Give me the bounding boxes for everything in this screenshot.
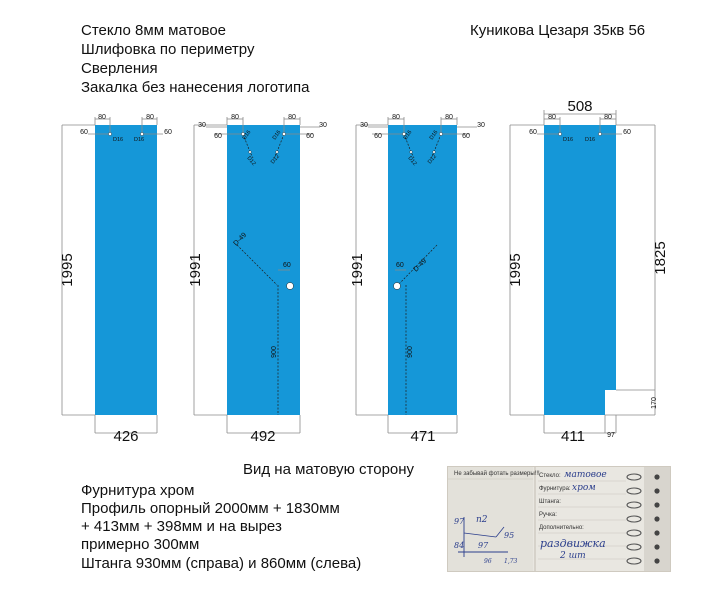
handle-hole-icon	[286, 282, 294, 290]
photo-sketch-97b: 97	[478, 541, 489, 550]
svg-text:60: 60	[529, 129, 537, 136]
svg-text:80: 80	[231, 114, 239, 121]
panel-2-width: 492	[250, 428, 275, 445]
glass-panel-4	[544, 125, 616, 415]
photo-value-fittings: хром	[572, 483, 596, 493]
panel-3-width: 471	[410, 428, 435, 445]
photo-sketch-173: 1,73	[504, 558, 518, 565]
hardware-line-4: примерно 300мм	[81, 536, 200, 553]
photo-sketch-96: 96	[484, 558, 492, 565]
svg-text:80: 80	[98, 114, 106, 121]
panel-3-height: 1991	[349, 253, 366, 286]
note-tempering: Закалка без нанесения логотипа	[81, 79, 310, 96]
svg-text:D16: D16	[429, 129, 440, 141]
panel-1-width: 426	[113, 428, 138, 445]
photo-row-extra: Дополнительно:	[539, 525, 584, 531]
svg-text:80: 80	[392, 114, 400, 121]
note-glass: Стекло 8мм матовое	[81, 22, 227, 39]
panel-2: 1991 492 30 80 80 30 60 60 D16 D16 D12 D…	[187, 114, 327, 445]
svg-text:D12: D12	[427, 154, 438, 166]
svg-text:60: 60	[283, 262, 291, 269]
svg-text:D12: D12	[245, 155, 256, 167]
photo-sketch-84: 84	[454, 541, 465, 550]
svg-text:30: 30	[319, 122, 327, 129]
photo-sketch-95: 95	[504, 531, 515, 540]
panel-1-height: 1995	[59, 253, 76, 286]
photo-row-glass: Стекло:	[539, 473, 561, 479]
svg-text:D16: D16	[113, 137, 123, 143]
svg-text:D16: D16	[134, 137, 144, 143]
panel-1: 1995 426 80 80 60 60 D16 D16	[59, 114, 172, 445]
svg-text:D16: D16	[272, 129, 283, 141]
svg-text:30: 30	[198, 122, 206, 129]
svg-text:D12: D12	[406, 155, 417, 167]
photo-extra-qty: 2 шт	[560, 551, 586, 561]
note-address: Куникова Цезаря 35кв 56	[470, 22, 646, 39]
photo-row-handle: Ручка:	[539, 512, 557, 518]
svg-text:80: 80	[604, 114, 612, 121]
svg-text:900: 900	[271, 346, 278, 358]
hardware-line-2: Профиль опорный 2000мм + 1830мм	[81, 500, 340, 517]
hardware-line-1: Фурнитура хром	[81, 482, 195, 499]
glass-panel-1	[95, 125, 157, 415]
svg-text:80: 80	[146, 114, 154, 121]
panel-4-top-width: 508	[567, 98, 592, 115]
svg-text:60: 60	[396, 262, 404, 269]
panel-4-cut-width: 97	[607, 432, 615, 439]
svg-text:D16: D16	[585, 137, 595, 143]
notebook-lines	[448, 467, 670, 571]
svg-text:60: 60	[164, 129, 172, 136]
svg-text:60: 60	[214, 133, 222, 140]
svg-text:80: 80	[548, 114, 556, 121]
panel-4-right-height: 1825	[652, 241, 669, 274]
svg-text:60: 60	[462, 133, 470, 140]
photo-title: Не забывай фотать размеры!!!	[454, 471, 540, 477]
panel-4-height: 1995	[507, 253, 524, 286]
svg-text:D16: D16	[403, 129, 414, 141]
note-drilling: Сверления	[81, 60, 158, 77]
panel-4: 508 1995 1825 411 80 80 60 60 D16 D16 17…	[507, 98, 669, 445]
panel-4-cut-height: 170	[651, 397, 658, 409]
note-grinding: Шлифовка по периметру	[81, 41, 255, 58]
photo-row-rod: Штанга:	[539, 499, 561, 505]
photo-value-glass: матовое	[564, 470, 607, 480]
panel-3: 1991 471 30 80 80 30 60 60 D16 D16 D12 D…	[349, 114, 485, 445]
hardware-line-3: + 413мм + 398мм и на вырез	[81, 518, 282, 535]
svg-text:60: 60	[80, 129, 88, 136]
handle-hole-icon	[393, 282, 401, 290]
svg-text:30: 30	[477, 122, 485, 129]
photo-row-fittings: Фурнитура:	[539, 486, 571, 492]
svg-text:D16: D16	[563, 137, 573, 143]
svg-text:60: 60	[374, 133, 382, 140]
svg-text:60: 60	[306, 133, 314, 140]
svg-text:30: 30	[360, 122, 368, 129]
svg-text:60: 60	[623, 129, 631, 136]
photo-sketch-97: 97	[454, 517, 465, 526]
svg-text:80: 80	[288, 114, 296, 121]
svg-text:D12: D12	[270, 154, 281, 166]
hardware-line-5: Штанга 930мм (справа) и 860мм (слева)	[81, 555, 362, 572]
panel-4-width: 411	[561, 428, 585, 445]
view-label: Вид на матовую сторону	[243, 461, 415, 478]
notebook-photo: Не забывай фотать размеры!!! Стекло: Фур…	[447, 466, 671, 572]
svg-text:900: 900	[407, 346, 414, 358]
photo-sketch-n2: n2	[476, 515, 488, 525]
svg-text:80: 80	[445, 114, 453, 121]
svg-text:D16: D16	[242, 129, 253, 141]
panel-2-height: 1991	[187, 253, 204, 286]
photo-value-extra: раздвижка	[540, 537, 606, 550]
